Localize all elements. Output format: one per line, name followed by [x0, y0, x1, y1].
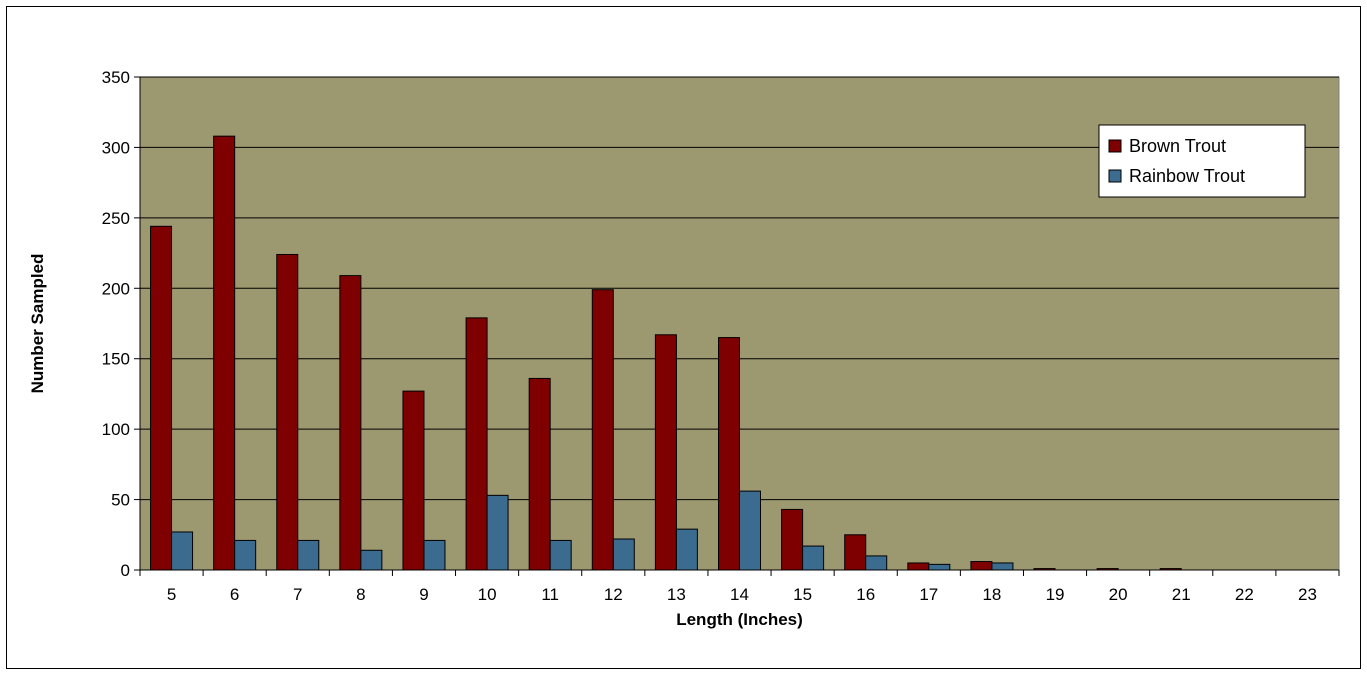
- bar-brown-trout: [907, 562, 930, 571]
- bar-brown-trout: [781, 508, 804, 571]
- bar-brown-trout: [213, 135, 236, 571]
- tick-labels: 0 50 100 150 200 250 300 350 5 6 7 8 9 10 11 12 13 14 15 16…: [102, 68, 1317, 604]
- bar-rainbow-trout: [549, 539, 572, 571]
- y-tick-label: 300: [102, 138, 130, 157]
- x-axis-title: Length (Inches): [676, 610, 803, 629]
- x-tick-label: 20: [1109, 585, 1128, 604]
- legend-swatch-rainbow-trout: [1108, 169, 1122, 183]
- x-tick-label: 9: [419, 585, 428, 604]
- axes: [134, 76, 1340, 576]
- y-tick-label: 250: [102, 209, 130, 228]
- x-tick-label: 18: [982, 585, 1001, 604]
- bar-rainbow-trout: [739, 490, 761, 571]
- legend-box: [1098, 124, 1306, 198]
- x-tick-label: 21: [1172, 585, 1191, 604]
- bar-brown-trout: [276, 253, 299, 571]
- y-tick-label: 0: [121, 561, 130, 580]
- x-tick-label: 7: [293, 585, 302, 604]
- legend: Brown Trout Rainbow Trout: [1098, 124, 1306, 198]
- x-tick-label: 5: [167, 585, 176, 604]
- bars: [150, 135, 1182, 571]
- chart-frame: 0 50 100 150 200 250 300 350 5 6 7 8 9 10 11 12 13 14 15 16…: [6, 6, 1361, 669]
- x-tick-label: 19: [1046, 585, 1065, 604]
- y-tick-label: 150: [102, 350, 130, 369]
- x-tick-label: 12: [604, 585, 623, 604]
- legend-label-rainbow-trout: Rainbow Trout: [1129, 166, 1245, 186]
- bar-rainbow-trout: [991, 562, 1014, 571]
- x-tick-label: 11: [541, 585, 559, 604]
- bar-rainbow-trout: [171, 531, 194, 571]
- bar-rainbow-trout: [486, 494, 509, 571]
- bar-brown-trout: [339, 275, 362, 571]
- y-tick-label: 50: [111, 491, 130, 510]
- bar-brown-trout: [970, 561, 993, 571]
- y-axis-title: Number Sampled: [28, 254, 47, 394]
- bar-brown-trout: [591, 289, 614, 571]
- x-tick-label: 23: [1298, 585, 1317, 604]
- bar-rainbow-trout: [612, 538, 635, 571]
- bar-brown-trout: [465, 317, 488, 571]
- bar-rainbow-trout: [234, 539, 257, 571]
- legend-label-brown-trout: Brown Trout: [1129, 136, 1226, 156]
- bar-brown-trout: [528, 377, 551, 571]
- bar-brown-trout: [150, 225, 173, 571]
- bar-rainbow-trout: [360, 549, 383, 571]
- bar-rainbow-trout: [423, 539, 446, 571]
- x-tick-label: 15: [793, 585, 812, 604]
- bar-rainbow-trout: [928, 563, 951, 571]
- x-tick-label: 16: [856, 585, 875, 604]
- chart-svg: 0 50 100 150 200 250 300 350 5 6 7 8 9 10 11 12 13 14 15 16…: [28, 68, 1340, 629]
- x-tick-label: 13: [667, 585, 686, 604]
- bar-rainbow-trout: [297, 539, 320, 571]
- y-tick-label: 100: [102, 420, 130, 439]
- bar-brown-trout: [402, 390, 425, 571]
- x-tick-label: 8: [356, 585, 365, 604]
- bar-brown-trout: [844, 534, 867, 571]
- x-tick-label: 6: [230, 585, 239, 604]
- y-tick-label: 200: [102, 279, 130, 298]
- bar-rainbow-trout: [675, 528, 698, 571]
- y-tick-label: 350: [102, 68, 130, 87]
- x-tick-label: 10: [478, 585, 497, 604]
- bar-rainbow-trout: [865, 555, 888, 571]
- x-tick-label: 14: [730, 585, 749, 604]
- bar-brown-trout: [654, 334, 677, 571]
- bar-rainbow-trout: [802, 545, 825, 571]
- x-tick-label: 22: [1235, 585, 1254, 604]
- x-tick-label: 17: [919, 585, 938, 604]
- bar-brown-trout: [718, 337, 740, 571]
- legend-swatch-brown-trout: [1108, 139, 1122, 153]
